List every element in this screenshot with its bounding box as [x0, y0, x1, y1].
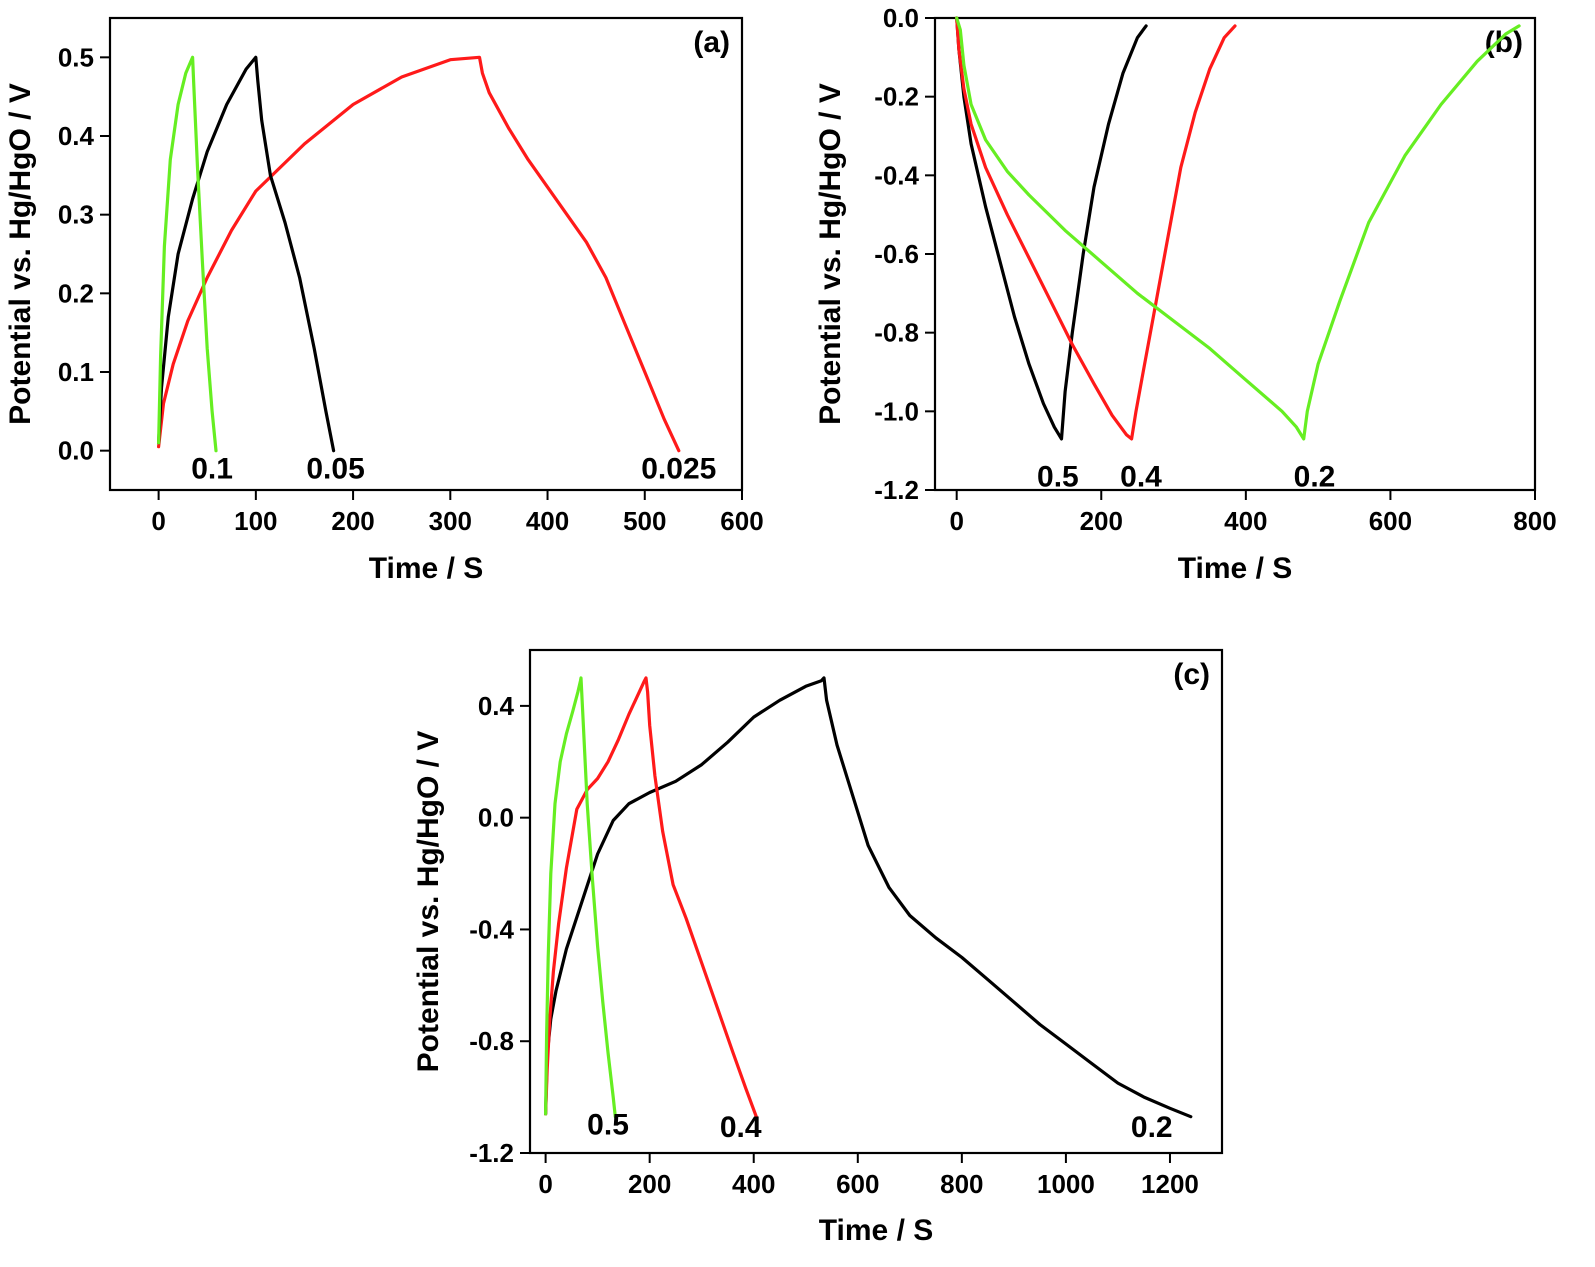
curve-label: 0.025	[641, 452, 716, 485]
series-line-0.4	[955, 16, 1237, 441]
y-tick-label: -0.2	[874, 82, 919, 112]
x-tick-label: 300	[429, 506, 472, 536]
curve-label: 0.4	[720, 1111, 762, 1144]
series-line-0.2	[544, 676, 1193, 1119]
x-tick-label: 200	[331, 506, 374, 536]
curve-label: 0.2	[1294, 460, 1336, 493]
panel-b: 0 200 400 600 800 0.0 -0.2 -0.4 -0.6 -0.8 -1.0 -1.2…	[814, 3, 1557, 585]
x-tick-label: 800	[940, 1169, 983, 1199]
series-line-0.025	[157, 55, 681, 453]
x-tick-label: 100	[234, 506, 277, 536]
x-tick-label: 500	[623, 506, 666, 536]
x-tick-label: 600	[1369, 506, 1412, 536]
x-axis-title: Time / S	[819, 1214, 934, 1247]
panel-a: 0 100 200 300 400 500 600 0.0 0.1 0.2 0.3 0.4 0.5 Tim…	[4, 16, 764, 585]
curve-label: 0.05	[306, 452, 364, 485]
series-line-0.4	[544, 676, 758, 1119]
y-tick-label: 0.4	[58, 121, 95, 151]
y-tick-label: 0.0	[58, 436, 94, 466]
y-tick-label: -1.0	[874, 396, 919, 426]
y-tick-label: 0.3	[58, 200, 94, 230]
y-tick-label: 0.2	[58, 278, 94, 308]
x-tick-label: 400	[526, 506, 569, 536]
x-tick-label: 0	[151, 506, 165, 536]
x-tick-label: 0	[538, 1169, 552, 1199]
y-tick-label: 0.1	[58, 357, 94, 387]
curve-label: 0.5	[587, 1108, 629, 1141]
series-line-0.1	[157, 55, 218, 453]
panel-label: (a)	[693, 26, 730, 59]
y-axis-title: Potential vs. Hg/HgO / V	[4, 83, 37, 425]
x-tick-label: 1200	[1141, 1169, 1199, 1199]
series-line-0.05	[157, 55, 336, 453]
curve-label: 0.1	[191, 452, 233, 485]
y-tick-label: -0.8	[874, 318, 919, 348]
series-line-0.2	[955, 16, 1521, 441]
curve-label: 0.2	[1131, 1111, 1173, 1144]
y-tick-label: -1.2	[469, 1138, 514, 1168]
series-line-0.5	[544, 676, 617, 1119]
y-tick-label: -0.8	[469, 1026, 514, 1056]
series-line-0.5	[955, 16, 1148, 441]
x-tick-label: 600	[836, 1169, 879, 1199]
curve-label: 0.5	[1037, 460, 1079, 493]
x-tick-label: 200	[628, 1169, 671, 1199]
plot-frame	[933, 16, 1537, 492]
x-tick-label: 600	[720, 506, 763, 536]
y-tick-label: -0.4	[874, 160, 919, 190]
y-axis-title: Potential vs. Hg/HgO / V	[814, 83, 847, 425]
panel-label: (c)	[1173, 658, 1210, 691]
x-tick-label: 400	[1224, 506, 1267, 536]
y-tick-label: 0.5	[58, 42, 94, 72]
x-axis-title: Time / S	[369, 552, 484, 585]
plot-frame	[108, 16, 744, 492]
panel-label: (b)	[1485, 26, 1523, 59]
x-tick-label: 200	[1080, 506, 1123, 536]
y-tick-label: -0.6	[874, 239, 919, 269]
x-axis-title: Time / S	[1178, 552, 1293, 585]
y-axis-title: Potential vs. Hg/HgO / V	[412, 731, 445, 1073]
curve-label: 0.4	[1120, 460, 1162, 493]
x-tick-label: 0	[949, 506, 963, 536]
y-tick-label: -1.2	[874, 475, 919, 505]
x-tick-label: 400	[732, 1169, 775, 1199]
y-tick-label: -0.4	[469, 914, 514, 944]
panel-c: 0 200 400 600 800 1000 1200 0.4 0.0 -0.4 -0.8 -1.2 T…	[412, 648, 1224, 1247]
y-tick-label: 0.4	[478, 691, 515, 721]
plot-frame	[528, 648, 1224, 1155]
y-tick-label: 0.0	[883, 3, 919, 33]
x-tick-label: 800	[1513, 506, 1556, 536]
x-tick-label: 1000	[1037, 1169, 1095, 1199]
y-tick-label: 0.0	[478, 803, 514, 833]
